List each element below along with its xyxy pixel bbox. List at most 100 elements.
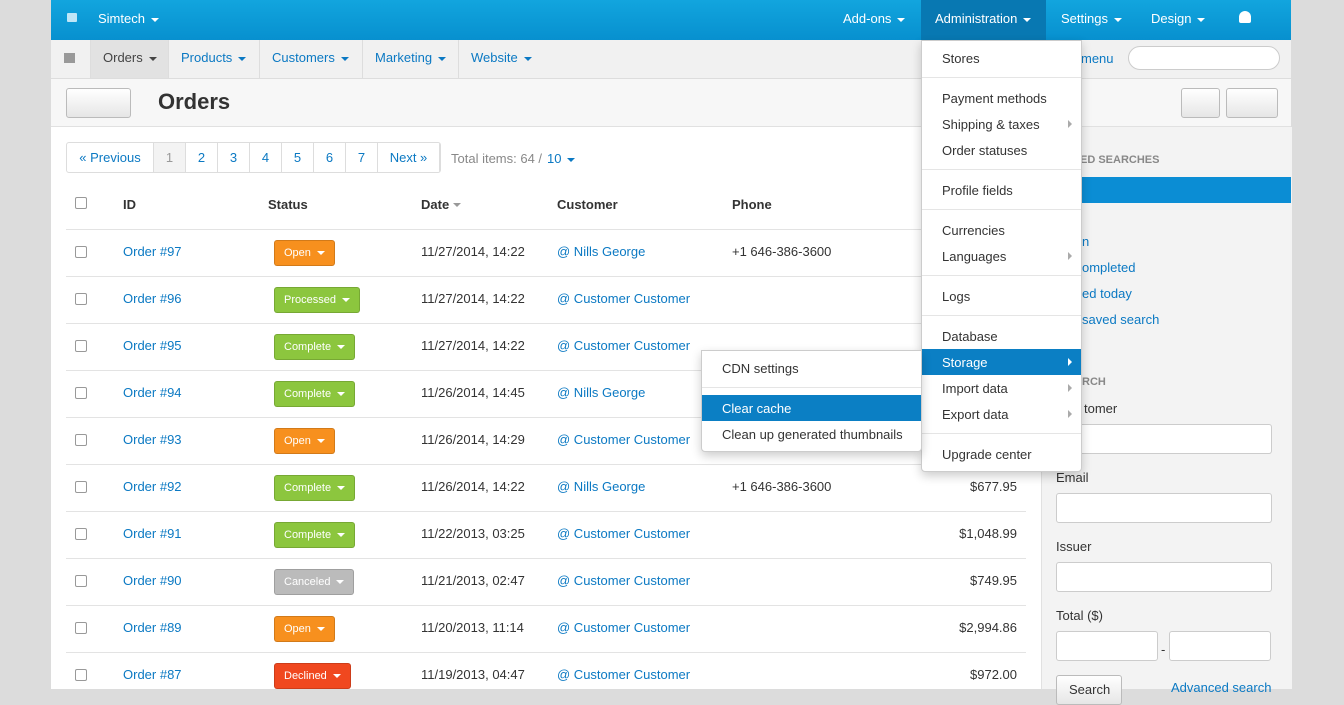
page-link[interactable]: 5 — [282, 143, 314, 172]
menu-item[interactable]: Clear cache — [702, 395, 921, 421]
page-link[interactable]: 2 — [186, 143, 218, 172]
menu-item-label[interactable]: Profile fields — [942, 183, 1013, 198]
menu-item[interactable]: Upgrade center — [922, 441, 1081, 467]
nav-tab-label[interactable]: Marketing — [375, 50, 446, 65]
top-menu[interactable]: Design — [1151, 11, 1205, 26]
menu-item[interactable]: Export data — [922, 401, 1081, 427]
menu-item-label[interactable]: Import data — [942, 381, 1008, 396]
text-input[interactable] — [1056, 493, 1272, 523]
settings-button[interactable] — [1226, 88, 1278, 118]
checkbox[interactable] — [75, 293, 87, 305]
menu-item-label[interactable]: Stores — [942, 51, 980, 66]
menu-item-label[interactable]: Currencies — [942, 223, 1005, 238]
order-id[interactable]: Order #97 — [123, 244, 182, 259]
order-id[interactable]: Order #93 — [123, 432, 182, 447]
search-button[interactable]: Search — [1056, 675, 1122, 705]
status-badge[interactable]: Open — [274, 616, 335, 642]
text-input[interactable] — [1169, 631, 1271, 661]
saved-search[interactable]: n — [1082, 234, 1090, 249]
saved-search[interactable]: saved search — [1082, 312, 1160, 327]
menu-item[interactable]: Languages — [922, 243, 1081, 269]
page-link[interactable]: 4 — [250, 143, 282, 172]
nav-tab[interactable]: Customers — [259, 40, 363, 78]
page-link[interactable]: « Previous — [67, 143, 154, 172]
menu-item[interactable]: Storage — [922, 349, 1081, 375]
order-id[interactable]: Order #92 — [123, 479, 182, 494]
menu-item-label[interactable]: Shipping & taxes — [942, 117, 1040, 132]
per-page[interactable]: 10 — [547, 151, 575, 166]
add-button[interactable] — [1181, 88, 1220, 118]
menu-item[interactable]: Import data — [922, 375, 1081, 401]
checkbox[interactable] — [75, 528, 87, 540]
status-badge[interactable]: Complete — [274, 334, 356, 360]
customer[interactable]: @ Nills George — [557, 244, 646, 259]
order-id[interactable]: Order #96 — [123, 291, 182, 306]
quick-menu[interactable]: menu — [1081, 51, 1114, 66]
menu-item-label[interactable]: Languages — [942, 249, 1007, 264]
nav-tab-label[interactable]: Website — [471, 50, 532, 65]
status-badge[interactable]: Open — [274, 428, 335, 454]
home[interactable] — [64, 53, 75, 63]
menu-item-label[interactable]: Database — [942, 329, 998, 344]
menu-item-label[interactable]: Clean up generated thumbnails — [722, 427, 903, 442]
customer[interactable]: @ Customer Customer — [557, 338, 691, 353]
user-menu[interactable] — [1239, 11, 1251, 23]
customer[interactable]: @ Customer Customer — [557, 291, 691, 306]
menu-item-label[interactable]: Storage — [942, 355, 988, 370]
order-id[interactable]: Order #90 — [123, 573, 182, 588]
status-badge[interactable]: Complete — [274, 522, 356, 548]
customer[interactable]: @ Customer Customer — [557, 573, 691, 588]
page-link[interactable]: Next » — [378, 143, 440, 172]
nav-tab-label[interactable]: Customers — [272, 50, 349, 65]
order-id[interactable]: Order #94 — [123, 385, 182, 400]
search-button-label[interactable]: Search — [1069, 682, 1111, 697]
menu-item[interactable]: Payment methods — [922, 85, 1081, 111]
checkbox[interactable] — [75, 434, 87, 446]
customer[interactable]: @ Nills George — [557, 385, 646, 400]
checkbox[interactable] — [75, 481, 87, 493]
saved-search-active[interactable] — [1081, 177, 1291, 203]
nav-tab[interactable]: Orders — [90, 40, 169, 78]
nav-tab[interactable]: Products — [168, 40, 260, 78]
menu-item[interactable]: Profile fields — [922, 177, 1081, 203]
page-link[interactable]: 7 — [346, 143, 378, 172]
nav-tab[interactable]: Marketing — [362, 40, 459, 78]
menu-item[interactable]: Order statuses — [922, 137, 1081, 163]
brand[interactable]: Simtech — [98, 11, 159, 26]
order-id[interactable]: Order #95 — [123, 338, 182, 353]
menu-item[interactable]: CDN settings — [702, 355, 921, 381]
order-id[interactable]: Order #91 — [123, 526, 182, 541]
menu-item-label[interactable]: Order statuses — [942, 143, 1028, 158]
saved-search[interactable]: ed today — [1082, 286, 1132, 301]
text-input[interactable] — [1056, 424, 1272, 454]
search-input[interactable] — [1128, 46, 1280, 70]
checkbox[interactable] — [75, 340, 87, 352]
menu-item-label[interactable]: Upgrade center — [942, 447, 1032, 462]
checkbox[interactable] — [75, 575, 87, 587]
status-badge[interactable]: Canceled — [274, 569, 355, 595]
checkbox[interactable] — [75, 197, 87, 209]
menu-item[interactable]: Logs — [922, 283, 1081, 309]
saved-search[interactable]: ompleted — [1082, 260, 1136, 275]
text-input[interactable] — [1056, 562, 1272, 592]
order-id[interactable]: Order #89 — [123, 620, 182, 635]
checkbox[interactable] — [75, 669, 87, 681]
customer[interactable]: @ Nills George — [557, 479, 646, 494]
order-id[interactable]: Order #87 — [123, 667, 182, 682]
menu-item-label[interactable]: CDN settings — [722, 361, 799, 376]
column-header[interactable]: Date — [421, 197, 450, 212]
page-link[interactable]: 6 — [314, 143, 346, 172]
customer[interactable]: @ Customer Customer — [557, 432, 691, 447]
checkbox[interactable] — [75, 622, 87, 634]
text-input[interactable] — [1056, 631, 1158, 661]
nav-tab[interactable]: Website — [458, 40, 546, 78]
status-badge[interactable]: Complete — [274, 381, 356, 407]
customer[interactable]: @ Customer Customer — [557, 526, 691, 541]
menu-item-label[interactable]: Clear cache — [722, 401, 792, 416]
top-menu[interactable]: Settings — [1061, 11, 1122, 26]
advanced-search[interactable]: Advanced search — [1171, 680, 1272, 695]
menu-item[interactable]: Stores — [922, 45, 1081, 71]
customer[interactable]: @ Customer Customer — [557, 667, 691, 682]
checkbox[interactable] — [75, 246, 87, 258]
top-menu[interactable]: Add-ons — [843, 11, 905, 26]
